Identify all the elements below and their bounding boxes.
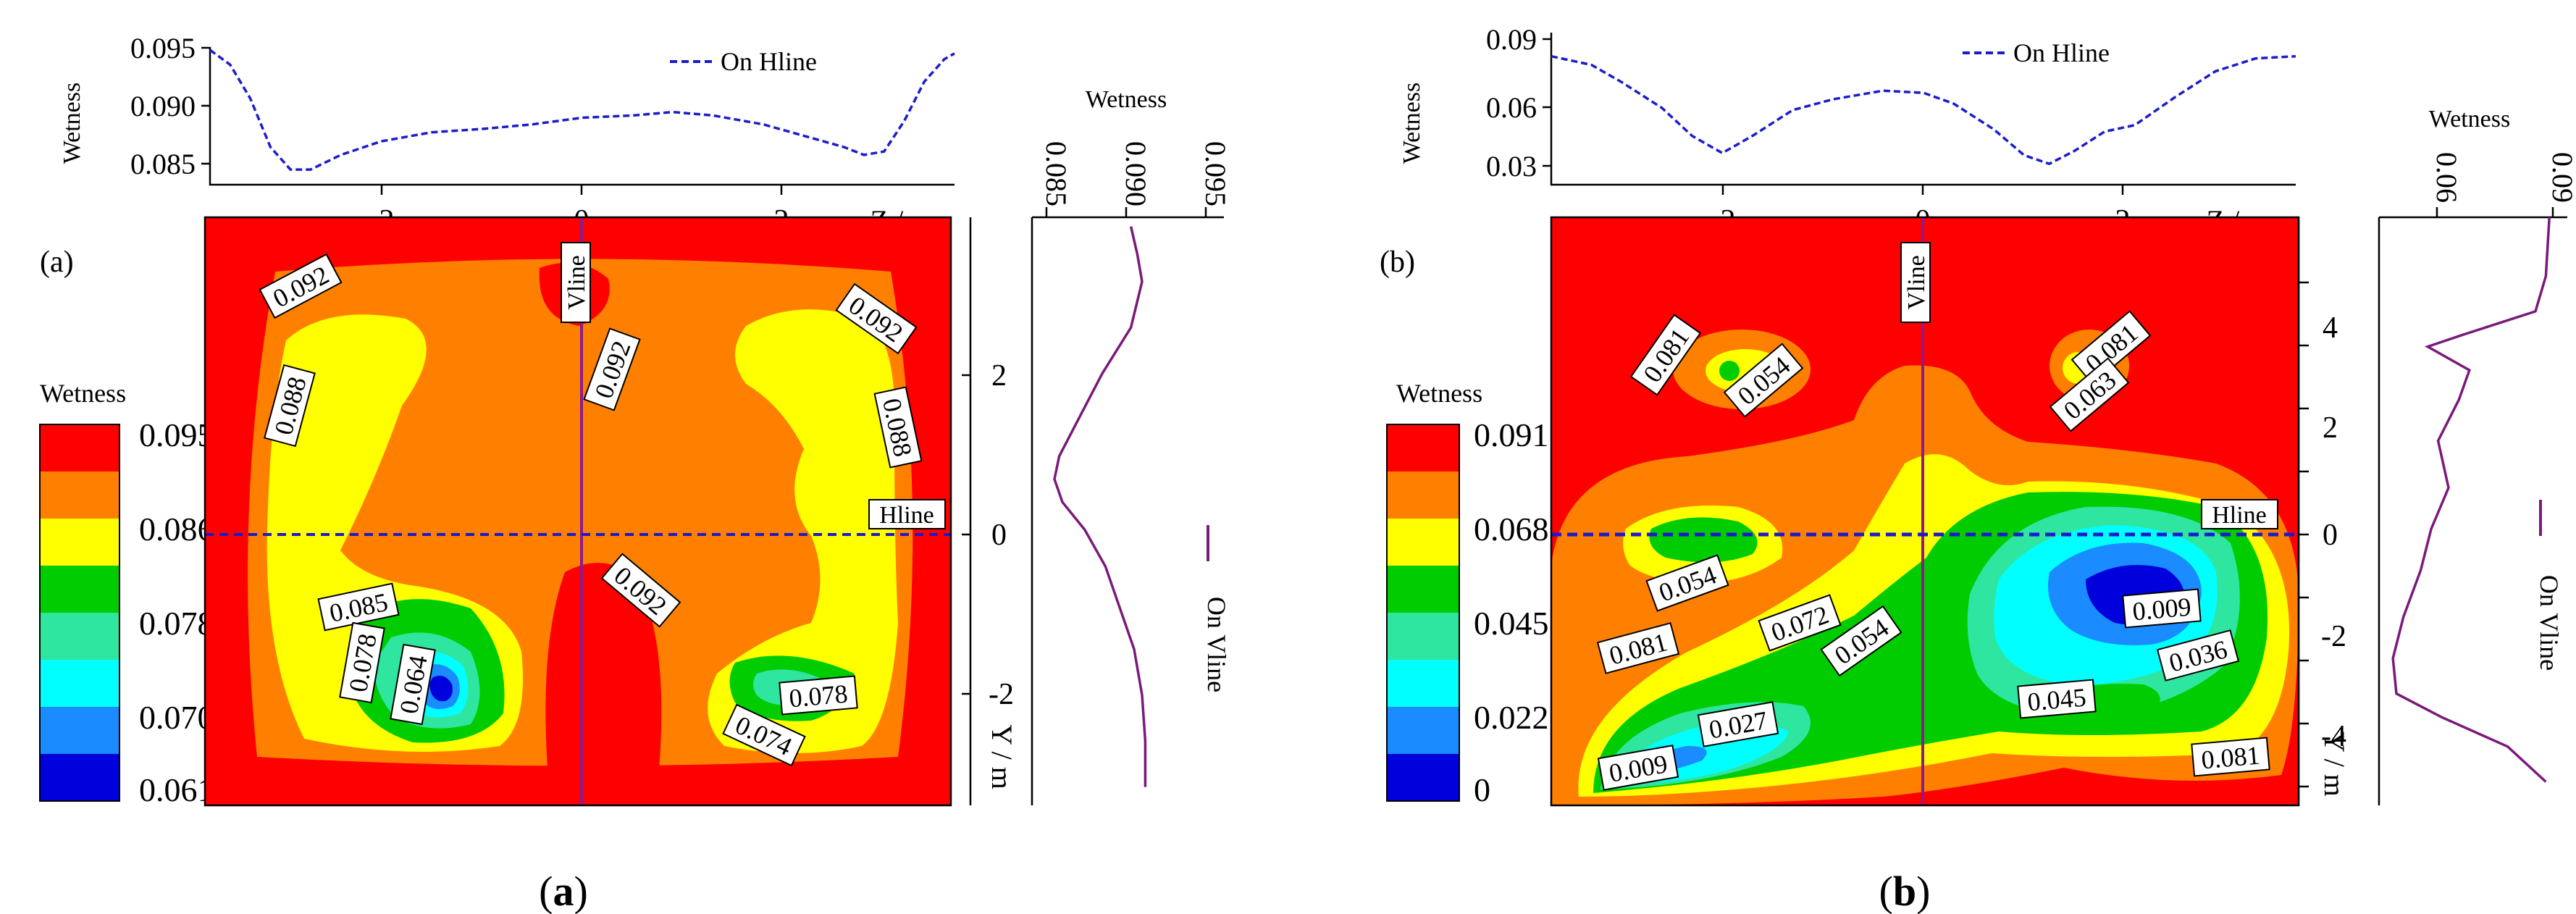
panel-b-cbar-swatch-0: [1387, 424, 1459, 472]
panel-a-cbar-swatch-2: [40, 519, 119, 566]
panel-a-cbar-swatch-5: [40, 660, 119, 708]
panel-b-side-profile: Wetness 0.06 0.09 On Vline: [2378, 106, 2576, 805]
panel-b-top-legend: On Hline: [2013, 38, 2110, 67]
panel-a-cbar-tick-0: 0.095: [139, 416, 214, 453]
panel-a-top-profile: Wetness 0.095 0.090 0.085 On Hline -2 0 …: [59, 32, 955, 238]
panel-a-contour-label-10: 0.078: [788, 679, 849, 713]
panel-b-colorbar: Wetness 0.091 0.068 0.045 0.022 0: [1386, 379, 1549, 808]
panel-b-cbar-tick-1: 0.068: [1474, 511, 1549, 548]
panel-a-cbar-swatch-3: [40, 566, 119, 613]
panel-a-side-legend: On Vline: [1202, 597, 1231, 692]
panel-b-map-yaxis: 4 2 0 -2 -4 Y / m: [2297, 217, 2351, 805]
panel-b-ytick-3: -2: [2321, 620, 2346, 653]
panel-a-label: (a): [40, 246, 74, 279]
panel-a-side-xtick-2: 0.095: [1199, 141, 1232, 206]
panel-a-top-xticks: [380, 185, 783, 195]
panel-b-cbar-swatch-1: [1387, 471, 1459, 519]
panel-a-cbar-tick-2: 0.078: [139, 605, 214, 642]
panel-a-top-legend: On Hline: [721, 47, 817, 76]
panel-a-cbar-tick-4: 0.061: [139, 771, 214, 808]
panel-b-cbar-tick-3: 0.022: [1474, 699, 1549, 736]
panel-a-ylabel: Y / m: [986, 724, 1018, 789]
panel-b-ytick-0: 4: [2323, 311, 2338, 345]
panel-b-side-xtick-1: 0.09: [2546, 152, 2576, 203]
panel-b-label: (b): [1380, 246, 1415, 279]
panel-b-contour-label-10: 0.009: [2131, 592, 2192, 626]
panel-b-cbar-tick-4: 0: [1474, 771, 1490, 808]
panel-a-vline-label: Vline: [563, 255, 590, 310]
panel-a-top-ylabel: Wetness: [59, 83, 85, 164]
panel-b-cbar-swatch-5: [1387, 660, 1459, 708]
panel-b-hline-label: Hline: [2212, 502, 2267, 529]
panel-b-contour-label-12: 0.045: [2026, 683, 2087, 717]
panel-b-top-ytick-0: 0.09: [1486, 23, 1537, 56]
panel-b-colorbar-title: Wetness: [1396, 379, 1482, 408]
panel-a-colorbar-title: Wetness: [40, 379, 126, 408]
caption-a: (a): [539, 868, 588, 914]
panel-a-top-profile-line: [209, 49, 955, 171]
panel-b-cbar-swatch-6: [1387, 707, 1459, 755]
panel-b-side-xlabel: Wetness: [2429, 106, 2510, 133]
panel-a-side-xtick-1: 0.090: [1120, 141, 1152, 206]
panel-b-contour-label-13: 0.081: [2200, 741, 2261, 775]
panel-b-ylabel: Y / m: [2318, 731, 2351, 797]
panel-a-map-yaxis: 2 0 -2 Y / m: [962, 217, 1018, 805]
panel-a: Wetness 0.095 0.090 0.085 On Hline -2 0 …: [39, 32, 1232, 914]
panel-b-cbar-swatch-7: [1387, 754, 1459, 802]
panel-b-cbar-tick-2: 0.045: [1474, 605, 1549, 642]
panel-b: Wetness 0.09 0.06 0.03 On Hline -2 0 2 Z…: [1380, 23, 2576, 914]
panel-b-side-profile-line: [2391, 217, 2551, 783]
panel-b-top-profile: Wetness 0.09 0.06 0.03 On Hline -2 0 2 Z…: [1398, 23, 2296, 238]
panel-a-colorbar-swatches: [40, 424, 119, 802]
panel-a-cbar-swatch-7: [40, 754, 119, 802]
panel-a-colorbar: Wetness 0.095 0.086 0.078 0.070 0.061: [39, 379, 214, 808]
panel-a-hline-label: Hline: [879, 502, 934, 529]
panel-a-top-axes: [209, 47, 955, 186]
panel-b-cbar-swatch-3: [1387, 566, 1459, 613]
panel-a-ytick-1: 0: [991, 519, 1007, 552]
panel-a-side-xtick-0: 0.085: [1040, 141, 1073, 206]
panel-b-ytick-2: 0: [2323, 519, 2338, 552]
panel-a-cbar-tick-3: 0.070: [139, 699, 214, 736]
panel-b-ytick-1: 2: [2323, 411, 2338, 445]
panel-a-cbar-tick-1: 0.086: [139, 511, 214, 548]
panel-b-colorbar-swatches: [1387, 424, 1459, 802]
panel-a-cbar-swatch-0: [40, 424, 119, 472]
panel-b-vline-label: Vline: [1903, 255, 1930, 310]
panel-a-ytick-0: 2: [991, 359, 1007, 393]
panel-b-cbar-tick-0: 0.091: [1474, 416, 1549, 453]
panel-a-side-profile-line: [1053, 226, 1147, 787]
panel-b-top-profile-line: [1551, 54, 2296, 166]
panel-a-side-xlabel: Wetness: [1086, 86, 1167, 113]
panel-a-side-profile: Wetness 0.085 0.090 0.095 On Vline: [1031, 86, 1232, 805]
panel-a-top-yticks: [201, 46, 210, 165]
panel-a-cbar-swatch-1: [40, 471, 119, 519]
panel-b-top-ytick-2: 0.03: [1486, 150, 1537, 183]
panel-a-top-ytick-0: 0.095: [130, 32, 196, 64]
panel-b-top-ytick-1: 0.06: [1486, 91, 1537, 124]
panel-b-side-xtick-0: 0.06: [2430, 152, 2463, 203]
panel-a-cbar-swatch-6: [40, 707, 119, 755]
panel-a-top-ytick-1: 0.090: [130, 90, 196, 122]
caption-b: (b): [1879, 868, 1931, 914]
panel-a-cbar-swatch-4: [40, 613, 119, 661]
panel-a-ytick-2: -2: [989, 678, 1014, 711]
panel-b-cbar-swatch-4: [1387, 613, 1459, 661]
panel-b-cbar-swatch-2: [1387, 519, 1459, 566]
panel-b-side-legend: On Vline: [2535, 575, 2564, 671]
panel-a-top-ytick-2: 0.085: [130, 148, 196, 180]
panel-b-ytick-4: -4: [2321, 720, 2346, 753]
panel-b-top-ylabel: Wetness: [1398, 83, 1425, 164]
